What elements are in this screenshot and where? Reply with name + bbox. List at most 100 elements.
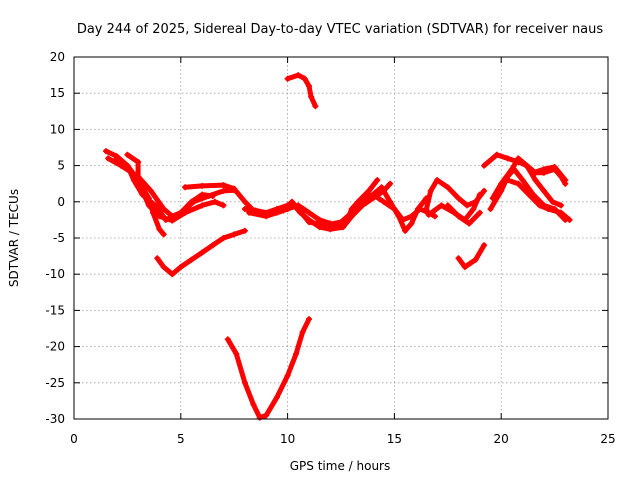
data-point	[224, 336, 231, 343]
data-point	[139, 187, 146, 194]
data-point	[461, 264, 468, 270]
data-point	[423, 206, 430, 212]
data-point	[293, 350, 300, 357]
data-point	[378, 184, 385, 191]
data-point	[470, 206, 477, 212]
data-point	[370, 191, 376, 198]
y-tick-label: 10	[50, 122, 65, 136]
data-point	[355, 198, 362, 205]
data-point	[515, 155, 522, 162]
data-point	[466, 220, 473, 227]
data-point	[160, 231, 167, 238]
data-point	[380, 198, 387, 205]
data-point	[103, 148, 109, 155]
data-point	[387, 180, 394, 187]
data-point	[489, 195, 496, 202]
data-point	[427, 187, 434, 194]
data-point	[113, 155, 120, 162]
data-point	[295, 206, 302, 212]
data-point	[220, 235, 227, 241]
data-point	[135, 173, 142, 180]
data-point	[540, 187, 547, 194]
data-point	[519, 177, 526, 184]
data-point	[306, 316, 312, 323]
x-axis-label: GPS time / hours	[290, 459, 391, 473]
data-point	[156, 213, 163, 220]
data-point	[515, 180, 522, 187]
data-point	[231, 185, 238, 192]
data-point	[323, 222, 329, 228]
data-point	[312, 103, 319, 110]
data-point	[135, 159, 142, 165]
data-point	[301, 75, 308, 82]
data-point	[536, 202, 543, 209]
data-point	[408, 213, 415, 220]
data-point	[284, 372, 291, 379]
data-point	[263, 412, 270, 419]
data-point	[256, 414, 263, 421]
data-point	[562, 177, 569, 184]
x-tick-label: 25	[600, 432, 615, 446]
y-tick-label: -30	[45, 412, 65, 426]
data-point	[408, 220, 415, 227]
data-point	[481, 242, 488, 249]
data-point	[199, 182, 206, 189]
data-point	[209, 242, 216, 249]
data-point	[308, 93, 315, 100]
chart-title: Day 244 of 2025, Sidereal Day-to-day VTE…	[77, 22, 604, 37]
data-point	[130, 177, 137, 184]
data-point	[455, 195, 462, 202]
data-point	[493, 151, 500, 158]
y-tick-label: 0	[57, 195, 65, 209]
data-point	[438, 202, 445, 209]
data-point	[124, 162, 131, 169]
data-point	[417, 206, 423, 212]
x-tick-label: 10	[280, 432, 295, 446]
data-point	[145, 202, 152, 209]
data-point	[481, 162, 488, 169]
data-point	[504, 155, 511, 162]
data-point	[526, 191, 532, 198]
data-point	[212, 198, 218, 205]
data-point	[327, 226, 334, 233]
data-point	[273, 394, 280, 401]
series-arc-14	[445, 202, 483, 226]
data-point	[169, 217, 176, 224]
y-tick-label: 15	[50, 86, 65, 100]
data-point	[374, 177, 381, 184]
y-tick-label: -5	[53, 231, 65, 245]
data-point	[177, 264, 184, 270]
data-point	[402, 227, 409, 234]
data-point	[147, 187, 154, 194]
data-point	[299, 329, 306, 336]
data-point	[481, 187, 488, 194]
series-arc-15	[456, 242, 487, 270]
y-tick-label: 20	[50, 50, 65, 64]
data-point	[295, 72, 302, 79]
data-series	[103, 72, 573, 421]
data-point	[306, 219, 312, 226]
data-point	[472, 256, 479, 263]
data-point	[530, 169, 537, 176]
data-point	[280, 207, 287, 214]
y-tick-label: -15	[45, 303, 65, 317]
axis-ticks: 20 15 10 5 0 -5 -10 -15 -20 -25 -30 0 5 10 15 20 25	[45, 50, 615, 446]
data-point	[519, 159, 526, 165]
data-point	[190, 198, 197, 205]
data-point	[241, 206, 248, 212]
y-axis-label: SDTVAR / TECUs	[7, 189, 21, 287]
data-point	[241, 379, 248, 386]
data-point	[391, 206, 398, 212]
data-point	[365, 187, 372, 194]
data-point	[306, 209, 312, 216]
data-point	[288, 198, 295, 205]
data-point	[532, 177, 539, 184]
y-tick-label: -20	[45, 340, 65, 354]
data-point	[487, 206, 494, 212]
data-point	[549, 198, 556, 205]
data-point	[246, 209, 253, 216]
data-point	[444, 184, 451, 191]
data-point	[154, 255, 161, 262]
data-point	[156, 226, 163, 233]
